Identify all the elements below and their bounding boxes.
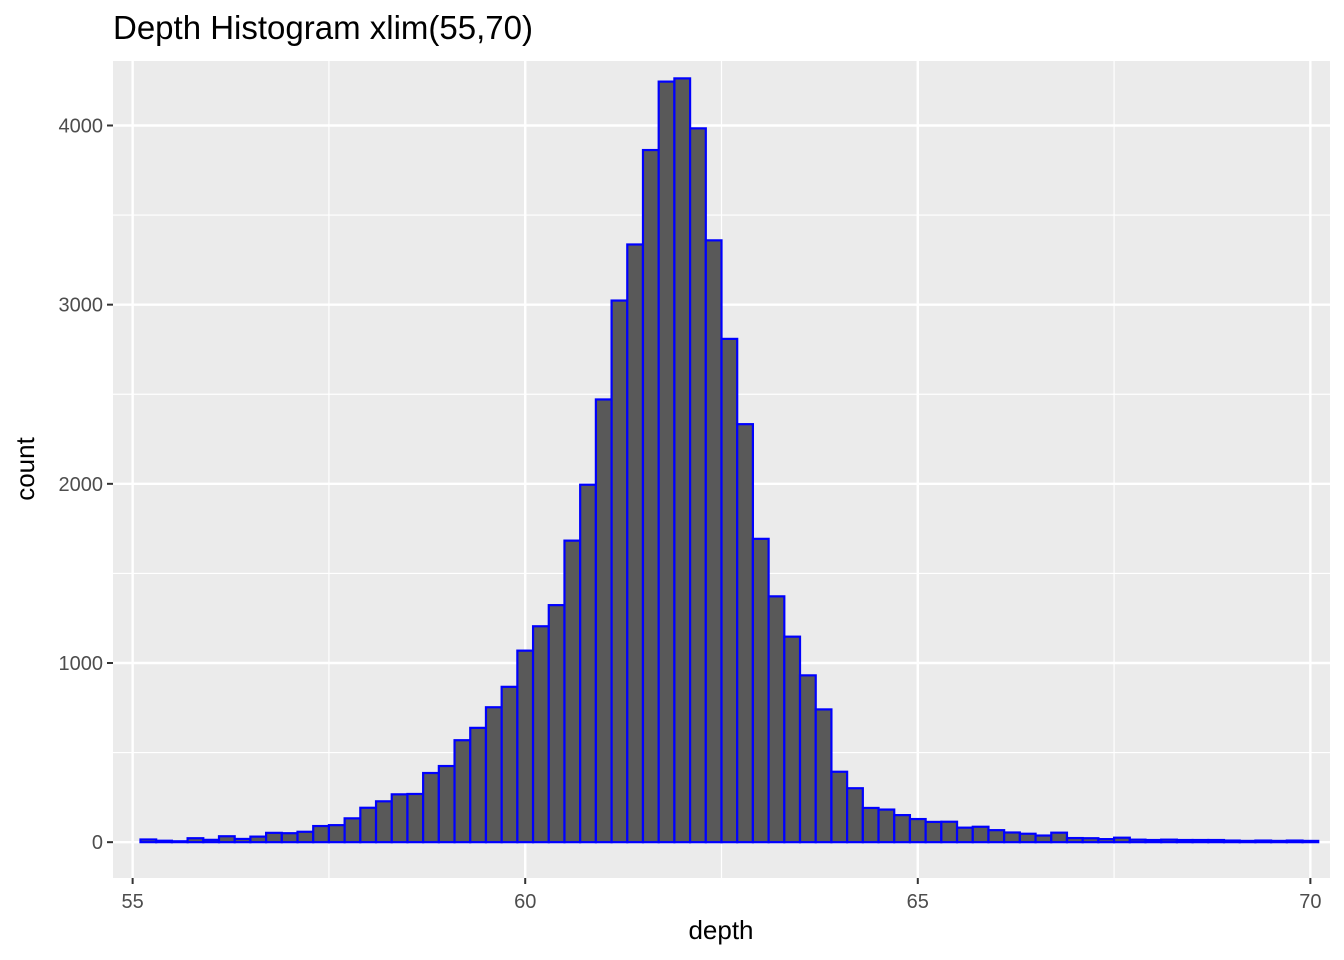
histogram-bar — [877, 808, 896, 844]
histogram-bars — [139, 77, 1320, 844]
histogram-bar — [516, 649, 535, 844]
x-axis: 55 60 65 70 — [122, 878, 1321, 913]
histogram-bar — [579, 483, 597, 844]
histogram-bar — [406, 792, 425, 844]
y-tick-label: 1000 — [59, 653, 104, 675]
histogram-bar — [846, 787, 864, 844]
histogram-bar — [641, 148, 660, 844]
histogram-bar — [767, 595, 786, 844]
histogram-bar — [940, 820, 959, 844]
histogram-bar — [955, 826, 974, 844]
histogram-bar — [547, 604, 566, 844]
histogram-bar — [437, 764, 456, 844]
y-axis-title: count — [10, 436, 40, 500]
histogram-bar — [202, 838, 221, 844]
histogram-bar — [531, 625, 550, 844]
histogram-bar — [139, 838, 158, 844]
histogram-bar — [594, 398, 613, 844]
x-tick-label: 55 — [122, 891, 144, 913]
histogram-bar — [1097, 838, 1116, 844]
histogram-bar — [233, 837, 252, 844]
histogram-bar — [861, 806, 880, 844]
y-axis: 0 1000 2000 3000 4000 — [59, 116, 113, 854]
histogram-bar — [814, 708, 833, 844]
histogram-bar — [736, 423, 755, 844]
histogram-bar — [217, 835, 236, 844]
histogram-bar — [1222, 839, 1241, 844]
histogram-bar — [704, 239, 723, 844]
histogram-bar — [673, 77, 692, 844]
x-tick-label: 70 — [1299, 891, 1321, 913]
histogram-bar — [626, 243, 645, 844]
histogram-bar — [1238, 839, 1257, 844]
x-axis-title: depth — [688, 915, 753, 945]
histogram-bar — [1160, 838, 1178, 844]
histogram-bar — [987, 829, 1006, 844]
y-tick-label: 4000 — [59, 116, 104, 138]
histogram-bar — [1065, 836, 1084, 844]
histogram-bar — [688, 127, 707, 844]
y-tick-label: 3000 — [59, 295, 104, 317]
histogram-bar — [563, 539, 582, 844]
histogram-bar — [893, 814, 912, 844]
histogram-bar — [720, 337, 739, 844]
histogram-bar — [1207, 838, 1226, 844]
histogram-bar — [265, 831, 283, 844]
histogram-bar — [610, 299, 629, 844]
histogram-bar — [500, 685, 519, 844]
histogram-bar — [390, 793, 409, 844]
histogram-bar — [924, 820, 943, 844]
histogram-bar — [249, 835, 268, 844]
histogram-bar — [296, 830, 315, 844]
x-tick-label: 65 — [907, 891, 929, 913]
histogram-bar — [657, 80, 676, 844]
histogram-bar — [1175, 838, 1194, 844]
histogram-bar — [280, 832, 299, 844]
histogram-bar — [783, 635, 802, 844]
histogram-bar — [343, 817, 362, 844]
histogram-bar — [830, 770, 849, 844]
histogram-bar — [1018, 832, 1037, 844]
histogram-bar — [359, 806, 378, 844]
histogram-bar — [1285, 839, 1304, 844]
histogram-bar — [1254, 839, 1273, 844]
histogram-bar — [327, 824, 346, 844]
histogram-bar — [908, 817, 927, 844]
histogram-bar — [422, 771, 440, 844]
histogram-bar — [1144, 838, 1163, 844]
y-tick-label: 0 — [92, 832, 103, 854]
histogram-bar — [469, 726, 488, 844]
histogram-bar — [1301, 839, 1320, 844]
histogram-bar — [971, 825, 990, 844]
histogram-bar — [1034, 834, 1053, 844]
histogram-bar — [1081, 837, 1100, 844]
chart-title: Depth Histogram xlim(55,70) — [113, 9, 533, 46]
histogram-bar — [155, 839, 173, 844]
y-tick-label: 2000 — [59, 474, 104, 496]
histogram-bar — [1003, 831, 1021, 844]
histogram-bar — [1128, 838, 1147, 844]
histogram-bar — [1191, 838, 1210, 844]
histogram-bar — [170, 840, 189, 844]
x-tick-label: 60 — [514, 891, 536, 913]
histogram-bar — [1050, 831, 1069, 844]
histogram-bar — [484, 706, 503, 844]
histogram-bar — [1270, 839, 1288, 844]
histogram-bar — [453, 739, 472, 844]
histogram-bar — [798, 674, 817, 844]
histogram-bar — [374, 800, 393, 844]
histogram-bar — [1112, 836, 1131, 844]
histogram-bar — [751, 537, 770, 844]
histogram-bar — [312, 824, 331, 844]
histogram-bar — [186, 837, 205, 844]
